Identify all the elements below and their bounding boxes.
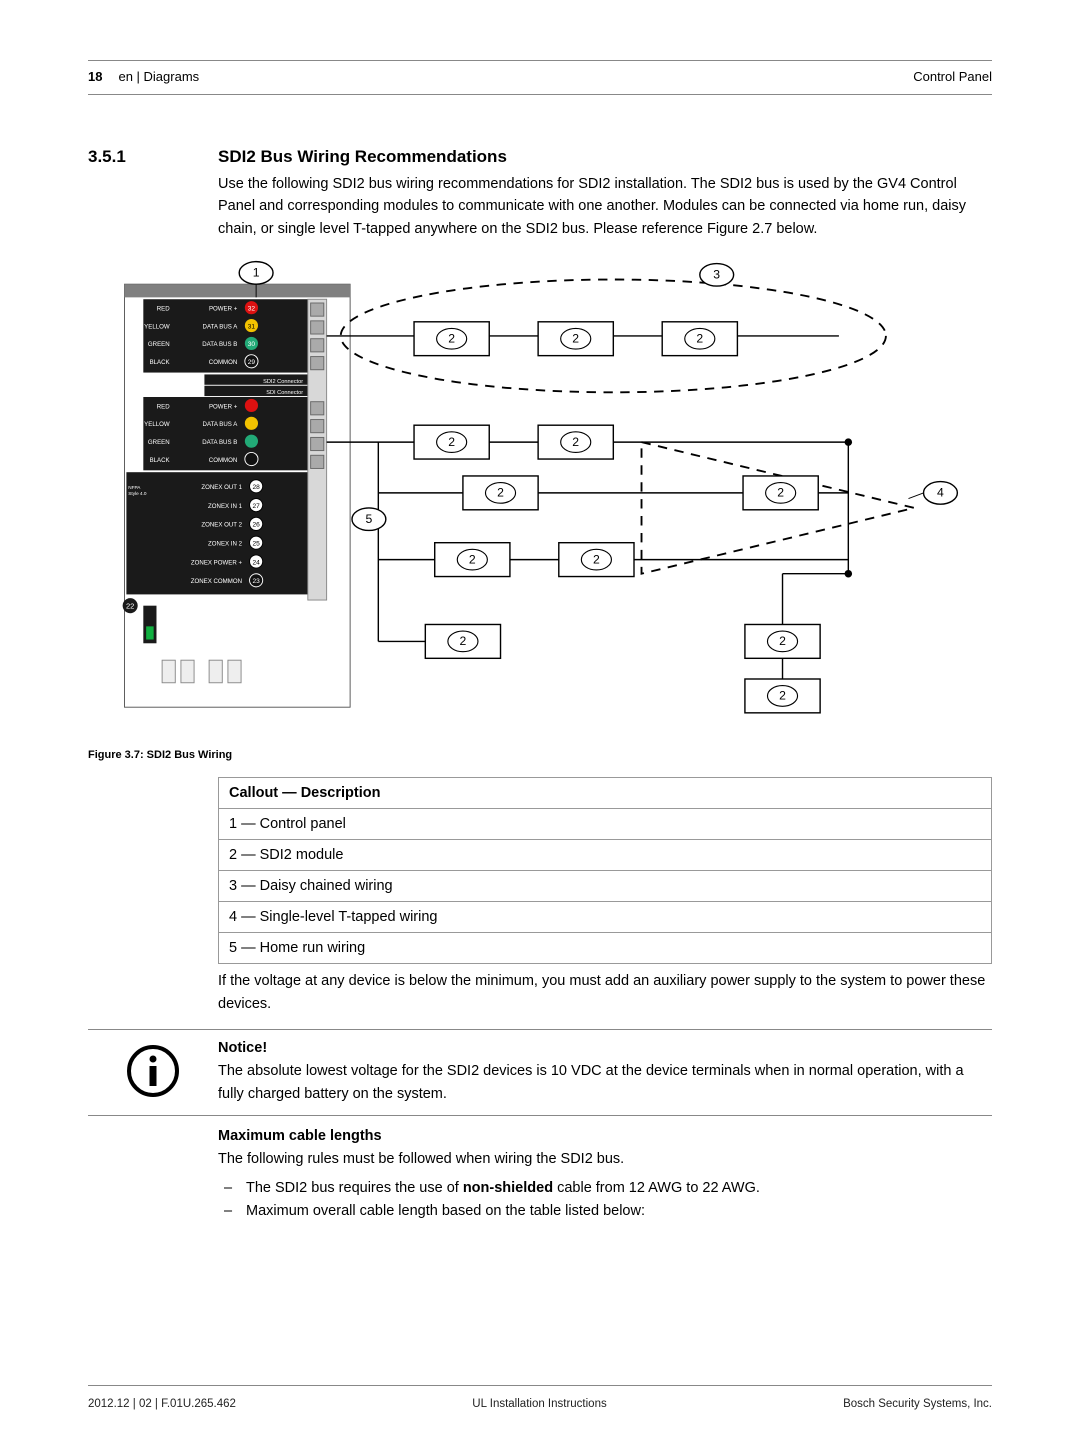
callout-5-label: 5 xyxy=(366,512,373,526)
svg-text:24: 24 xyxy=(252,560,260,567)
info-icon xyxy=(126,1044,180,1098)
callout-4-label: 4 xyxy=(937,486,944,500)
doc-title: Control Panel xyxy=(913,69,992,84)
svg-text:ZONEX IN 1: ZONEX IN 1 xyxy=(208,503,243,510)
rule-mid-2 xyxy=(88,1115,992,1116)
svg-text:28: 28 xyxy=(252,485,260,492)
bullet-post: cable from 12 AWG to 22 AWG. xyxy=(553,1180,760,1196)
wiring-diagram: SDI2 Connector SDI Connector NFPA Style … xyxy=(88,256,992,731)
callout-3-label: 3 xyxy=(713,268,720,282)
svg-text:ZONEX OUT 2: ZONEX OUT 2 xyxy=(201,522,242,529)
table-row: 4 ― Single-level T-tapped wiring xyxy=(219,902,992,933)
svg-text:22: 22 xyxy=(126,602,134,611)
svg-text:2: 2 xyxy=(572,332,579,346)
section-title: SDI2 Bus Wiring Recommendations xyxy=(218,147,992,167)
svg-text:25: 25 xyxy=(252,541,260,548)
max-cable-title: Maximum cable lengths xyxy=(218,1128,992,1144)
bullet-pre: Maximum overall cable length based on th… xyxy=(246,1203,645,1219)
svg-text:2: 2 xyxy=(448,435,455,449)
svg-text:32: 32 xyxy=(248,306,256,313)
svg-text:Style 4.0: Style 4.0 xyxy=(128,491,147,496)
svg-text:RED: RED xyxy=(157,306,170,313)
table-row: 1 ― Control panel xyxy=(219,809,992,840)
table-row: 5 ― Home run wiring xyxy=(219,933,992,964)
svg-text:BLACK: BLACK xyxy=(150,360,170,367)
svg-text:2: 2 xyxy=(593,553,600,567)
page-number: 18 xyxy=(88,69,102,84)
svg-text:2: 2 xyxy=(572,435,579,449)
svg-text:DATA BUS A: DATA BUS A xyxy=(203,324,239,331)
bullet-pre: The SDI2 bus requires the use of xyxy=(246,1180,463,1196)
header-left: 18 en | Diagrams xyxy=(88,69,199,84)
footer-right: Bosch Security Systems, Inc. xyxy=(843,1398,992,1410)
callout-table-header: Callout ― Description xyxy=(229,785,380,801)
svg-text:23: 23 xyxy=(252,579,260,586)
svg-text:27: 27 xyxy=(252,503,260,510)
svg-text:2: 2 xyxy=(448,332,455,346)
svg-text:POWER +: POWER + xyxy=(209,404,238,411)
notice-title: Notice! xyxy=(218,1040,992,1056)
svg-text:2: 2 xyxy=(779,689,786,703)
max-cable-intro: The following rules must be followed whe… xyxy=(218,1148,992,1170)
svg-text:YELLOW: YELLOW xyxy=(144,422,170,429)
svg-text:2: 2 xyxy=(497,486,504,500)
svg-text:DATA BUS B: DATA BUS B xyxy=(202,342,237,349)
rule-top xyxy=(88,60,992,61)
svg-text:NFPA: NFPA xyxy=(128,486,141,491)
svg-text:SDI Connector: SDI Connector xyxy=(266,391,303,397)
svg-text:29: 29 xyxy=(248,360,256,367)
svg-text:26: 26 xyxy=(252,522,260,529)
svg-text:31: 31 xyxy=(248,324,256,331)
svg-text:COMMON: COMMON xyxy=(209,360,238,367)
diagram-svg: SDI2 Connector SDI Connector NFPA Style … xyxy=(88,256,992,726)
page-footer: 2012.12 | 02 | F.01U.265.462 UL Installa… xyxy=(88,1398,992,1410)
svg-text:BLACK: BLACK xyxy=(150,457,170,464)
footer-center: UL Installation Instructions xyxy=(472,1398,606,1410)
table-row: 2 ― SDI2 module xyxy=(219,840,992,871)
svg-text:DATA BUS A: DATA BUS A xyxy=(203,422,239,429)
page-header: 18 en | Diagrams Control Panel xyxy=(88,69,992,84)
after-table-paragraph: If the voltage at any device is below th… xyxy=(218,970,992,1015)
svg-text:GREEN: GREEN xyxy=(148,439,170,446)
table-row: 3 ― Daisy chained wiring xyxy=(219,871,992,902)
svg-text:SDI2 Connector: SDI2 Connector xyxy=(263,379,303,385)
section-number: 3.5.1 xyxy=(88,147,218,246)
callout-table: Callout ― Description 1 ― Control panel … xyxy=(218,777,992,964)
svg-text:2: 2 xyxy=(696,332,703,346)
figure-caption: Figure 3.7: SDI2 Bus Wiring xyxy=(88,749,992,761)
list-item: – Maximum overall cable length based on … xyxy=(218,1200,992,1223)
rule-footer xyxy=(88,1385,992,1386)
svg-text:2: 2 xyxy=(779,635,786,649)
breadcrumb: en | Diagrams xyxy=(118,69,199,84)
svg-text:RED: RED xyxy=(157,404,170,411)
svg-text:COMMON: COMMON xyxy=(209,457,238,464)
svg-text:POWER +: POWER + xyxy=(209,306,238,313)
svg-text:2: 2 xyxy=(460,635,467,649)
svg-text:YELLOW: YELLOW xyxy=(144,324,170,331)
section-paragraph: Use the following SDI2 bus wiring recomm… xyxy=(218,173,992,240)
rule-mid xyxy=(88,1029,992,1030)
callout-1-label: 1 xyxy=(253,266,260,280)
svg-text:ZONEX POWER +: ZONEX POWER + xyxy=(191,560,243,567)
rule-top-2 xyxy=(88,94,992,95)
svg-text:ZONEX COMMON: ZONEX COMMON xyxy=(191,579,242,586)
svg-text:ZONEX OUT 1: ZONEX OUT 1 xyxy=(201,485,242,492)
footer-left: 2012.12 | 02 | F.01U.265.462 xyxy=(88,1398,236,1410)
notice-text: The absolute lowest voltage for the SDI2… xyxy=(218,1060,992,1105)
list-item: – The SDI2 bus requires the use of non-s… xyxy=(218,1177,992,1200)
bullet-bold: non-shielded xyxy=(463,1180,553,1196)
svg-text:2: 2 xyxy=(469,553,476,567)
svg-text:ZONEX IN 2: ZONEX IN 2 xyxy=(208,541,243,548)
svg-text:30: 30 xyxy=(248,342,256,349)
svg-text:GREEN: GREEN xyxy=(148,342,170,349)
svg-text:2: 2 xyxy=(777,486,784,500)
svg-text:DATA BUS B: DATA BUS B xyxy=(202,439,237,446)
